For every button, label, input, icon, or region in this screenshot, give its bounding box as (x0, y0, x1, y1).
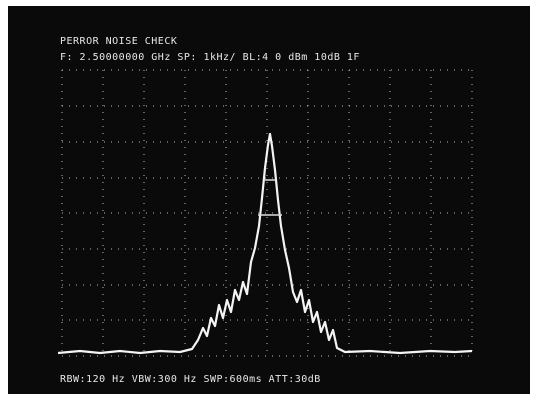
settings-footer: RBW:120 Hz VBW:300 Hz SWP:600ms ATT:30dB (60, 374, 321, 385)
crt-screen (8, 6, 530, 394)
page: {"screen": {"title": "PERROR NOISE CHECK… (0, 0, 537, 401)
screenshot: PERROR NOISE CHECK F: 2.50000000 GHz SP:… (0, 0, 537, 401)
status-line: F: 2.50000000 GHz SP: 1kHz/ BL:4 0 dBm 1… (60, 52, 360, 63)
screen-title: PERROR NOISE CHECK (60, 36, 177, 47)
